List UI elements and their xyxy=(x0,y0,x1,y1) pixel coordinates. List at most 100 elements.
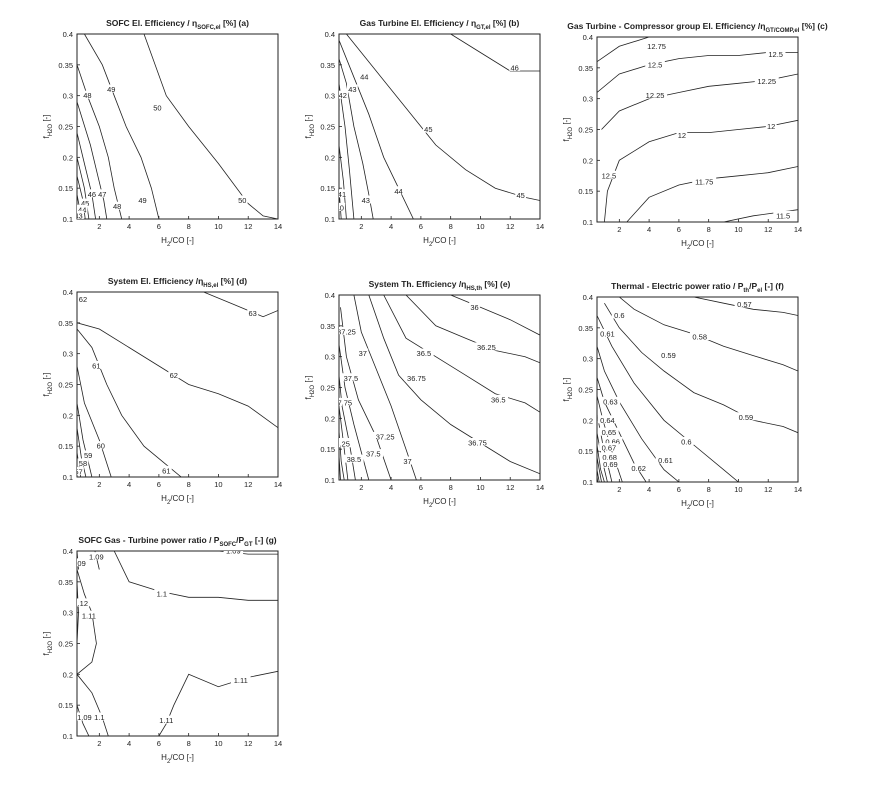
contour-line xyxy=(77,705,90,736)
contour-line xyxy=(77,674,109,736)
contour-label-bg xyxy=(599,427,619,436)
plot-frame xyxy=(76,550,279,737)
contour-line xyxy=(77,365,112,477)
contour-label-bg xyxy=(77,598,91,607)
contour-label-bg xyxy=(339,90,349,99)
contour-label: 45 xyxy=(424,125,432,134)
contour-label: 1.09 xyxy=(89,553,104,562)
contour-label: 0.66 xyxy=(605,437,620,446)
contour-label-bg xyxy=(341,373,361,382)
x-tick-label: 6 xyxy=(419,483,423,492)
contour-label-bg xyxy=(154,589,170,598)
contour-label-bg xyxy=(79,610,99,619)
contour-label-bg xyxy=(765,49,786,58)
contour-label-bg xyxy=(754,76,779,85)
contour-label-bg xyxy=(339,439,353,448)
x-tick-label: 6 xyxy=(677,485,681,494)
x-tick-label: 14 xyxy=(536,483,544,492)
x-axis-label: H2/CO [-] xyxy=(161,753,194,765)
contour-label: 46 xyxy=(88,190,96,199)
x-tick-label: 2 xyxy=(97,480,101,489)
contour-label: 45 xyxy=(81,199,89,208)
y-axis-label: fH2O [-] xyxy=(304,115,316,139)
contour-lines: 36 36.25 36.5 36.5 36.75 36.75 37 37 37.25 37.25 3… xyxy=(331,295,540,480)
x-tick-label: 6 xyxy=(677,225,681,234)
contour-line xyxy=(597,475,599,482)
x-tick-label: 4 xyxy=(389,222,393,231)
y-tick-label: 0.15 xyxy=(320,445,335,454)
contour-label-bg xyxy=(344,454,364,463)
contour-line xyxy=(346,34,540,201)
x-tick-label: 10 xyxy=(476,222,484,231)
x-tick-label: 4 xyxy=(127,739,131,748)
contour-label: 0.65 xyxy=(602,428,617,437)
y-axis-label: fH2O [-] xyxy=(562,378,574,402)
x-tick-label: 12 xyxy=(764,485,772,494)
x-tick-label: 8 xyxy=(187,739,191,748)
x-tick-label: 10 xyxy=(734,485,742,494)
contour-label: 0.6 xyxy=(614,311,624,320)
x-axis-label: H2/CO [-] xyxy=(161,494,194,506)
contour-label-bg xyxy=(773,210,793,219)
contour-label-bg xyxy=(79,198,91,207)
x-tick-label: 8 xyxy=(707,485,711,494)
contour-label: 1.1 xyxy=(94,713,104,722)
y-tick-label: 0.35 xyxy=(578,64,593,73)
contour-label: 1.1 xyxy=(157,590,167,599)
x-tick-label: 6 xyxy=(157,480,161,489)
contour-label-bg xyxy=(600,396,621,405)
chart-title: Thermal - Electric power ratio / Pth/Pel… xyxy=(611,281,784,294)
chart-panel-6: 2 4 6 8 10 12 140.10.150.20.250.30.350.40.570.… xyxy=(562,281,802,511)
contour-label: 61 xyxy=(162,466,170,475)
y-tick-label: 0.35 xyxy=(58,319,73,328)
chart-panel-4: 2 4 6 8 10 12 14 0.1 0.15 0.2 0.25 0.3 0.35 0.4 63 62 62… xyxy=(42,276,282,506)
contour-label: 0.59 xyxy=(661,351,676,360)
contour-label: 37.75 xyxy=(333,398,352,407)
contour-label-bg xyxy=(599,452,620,461)
x-tick-label: 12 xyxy=(506,222,514,231)
plot-frame xyxy=(596,296,799,483)
y-tick-label: 0.25 xyxy=(58,123,73,132)
chart-title: Gas Turbine El. Efficiency / ηGT,el [%] … xyxy=(360,18,520,31)
y-tick-label: 0.15 xyxy=(58,184,73,193)
contour-label: 12.5 xyxy=(648,60,663,69)
contour-label: 11.75 xyxy=(695,177,713,186)
x-tick-label: 14 xyxy=(274,222,282,231)
y-tick-label: 0.3 xyxy=(63,350,73,359)
contour-label-bg xyxy=(339,397,355,406)
contour-label-bg xyxy=(236,195,248,204)
y-tick-label: 0.2 xyxy=(63,153,73,162)
contour-label-bg xyxy=(655,455,676,464)
x-tick-label: 2 xyxy=(97,739,101,748)
x-tick-label: 6 xyxy=(157,739,161,748)
contour-label-bg xyxy=(597,415,618,424)
contour-line xyxy=(77,402,93,477)
contour-line xyxy=(113,551,278,601)
x-tick-label: 2 xyxy=(97,222,101,231)
contour-line xyxy=(597,37,650,63)
contour-label: 40 xyxy=(336,203,344,212)
x-tick-label: 8 xyxy=(707,225,711,234)
contour-label-bg xyxy=(77,467,84,476)
contour-line xyxy=(597,469,600,482)
contour-label: 58 xyxy=(79,459,87,468)
contour-label: 43 xyxy=(74,211,82,220)
chart-title: Gas Turbine - Compressor group El. Effic… xyxy=(567,21,828,34)
y-tick-label: 0.2 xyxy=(583,156,593,165)
contour-label: 37 xyxy=(359,349,367,358)
x-tick-label: 4 xyxy=(127,480,131,489)
contour-label: 41 xyxy=(338,190,346,199)
y-tick-label: 0.15 xyxy=(578,187,593,196)
y-tick-label: 0.4 xyxy=(63,547,73,556)
x-tick-label: 4 xyxy=(647,225,651,234)
contour-label: 38.25 xyxy=(331,440,350,449)
contour-label: 36 xyxy=(470,303,478,312)
y-tick-label: 0.35 xyxy=(578,324,593,333)
y-tick-label: 0.4 xyxy=(325,30,335,39)
y-tick-label: 0.35 xyxy=(58,578,73,587)
contour-label: 44 xyxy=(78,205,86,214)
contour-label-bg xyxy=(105,84,117,93)
contour-line xyxy=(339,455,341,480)
x-tick-label: 10 xyxy=(214,739,222,748)
contour-label: 37.5 xyxy=(344,374,359,383)
